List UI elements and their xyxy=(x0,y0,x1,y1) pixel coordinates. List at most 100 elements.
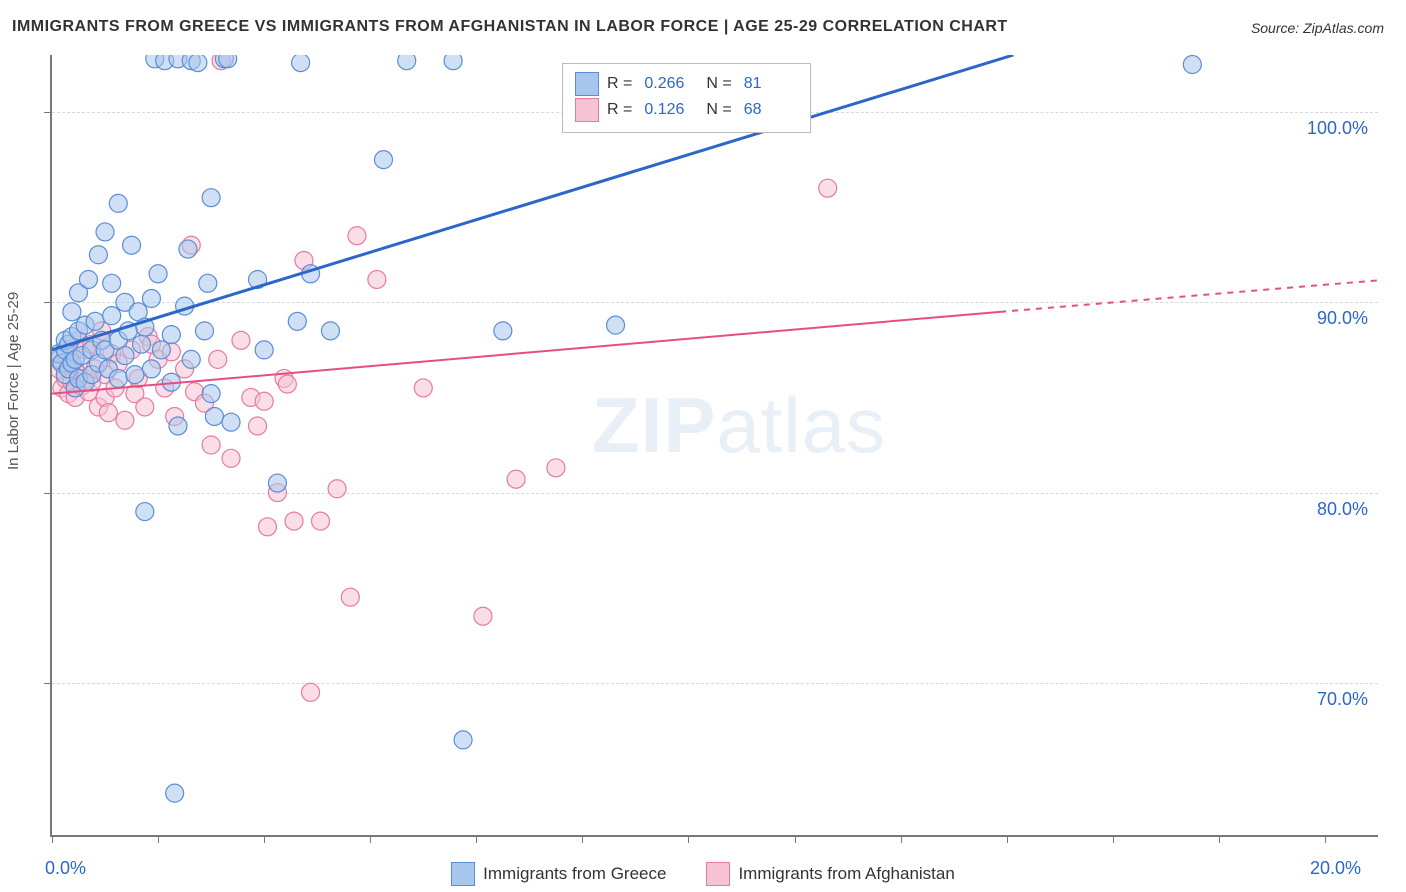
n-label: N = xyxy=(706,75,731,93)
x-tick xyxy=(1219,835,1220,843)
scatter-point xyxy=(103,307,121,325)
y-tick-label: 100.0% xyxy=(1307,118,1368,139)
chart-svg xyxy=(52,55,1378,835)
legend-row-afghanistan: R = 0.126 N = 68 xyxy=(575,98,798,122)
scatter-point xyxy=(398,55,416,70)
scatter-point xyxy=(285,512,303,530)
scatter-point xyxy=(547,459,565,477)
source-attribution: Source: ZipAtlas.com xyxy=(1251,20,1384,36)
scatter-point xyxy=(89,246,107,264)
scatter-point xyxy=(86,312,104,330)
scatter-point xyxy=(189,55,207,72)
scatter-point xyxy=(116,347,134,365)
scatter-point xyxy=(249,417,267,435)
scatter-point xyxy=(162,326,180,344)
scatter-point xyxy=(182,350,200,368)
r-label: R = xyxy=(607,75,632,93)
scatter-point xyxy=(414,379,432,397)
correlation-legend: R = 0.266 N = 81 R = 0.126 N = 68 xyxy=(562,63,811,133)
plot-area: ZIPatlas R = 0.266 N = 81 R = 0.126 N = … xyxy=(50,55,1378,837)
scatter-point xyxy=(454,731,472,749)
trend-line xyxy=(1000,278,1378,312)
scatter-point xyxy=(96,223,114,241)
x-tick xyxy=(901,835,902,843)
scatter-point xyxy=(136,503,154,521)
r-label: R = xyxy=(607,101,632,119)
scatter-point xyxy=(169,417,187,435)
scatter-point xyxy=(123,236,141,254)
scatter-point xyxy=(255,341,273,359)
scatter-point xyxy=(103,274,121,292)
scatter-point xyxy=(494,322,512,340)
scatter-point xyxy=(312,512,330,530)
n-label: N = xyxy=(706,101,731,119)
chart-title: IMMIGRANTS FROM GREECE VS IMMIGRANTS FRO… xyxy=(12,18,1008,36)
scatter-point xyxy=(348,227,366,245)
x-tick xyxy=(370,835,371,843)
scatter-point xyxy=(149,265,167,283)
scatter-point xyxy=(109,369,127,387)
scatter-point xyxy=(116,411,134,429)
scatter-point xyxy=(607,316,625,334)
scatter-point xyxy=(205,407,223,425)
scatter-point xyxy=(258,518,276,536)
scatter-point xyxy=(166,784,184,802)
scatter-point xyxy=(99,404,117,422)
scatter-point xyxy=(179,240,197,258)
y-axis-title: In Labor Force | Age 25-29 xyxy=(5,292,22,470)
scatter-point xyxy=(63,303,81,321)
scatter-point xyxy=(302,683,320,701)
scatter-point xyxy=(321,322,339,340)
scatter-point xyxy=(232,331,250,349)
bottom-legend-greece-label: Immigrants from Greece xyxy=(483,864,666,884)
bottom-legend-afghanistan-label: Immigrants from Afghanistan xyxy=(738,864,954,884)
scatter-point xyxy=(79,270,97,288)
bottom-legend-greece: Immigrants from Greece xyxy=(451,862,666,886)
scatter-point xyxy=(133,335,151,353)
scatter-point xyxy=(292,55,310,72)
y-tick xyxy=(44,493,52,494)
y-tick-label: 90.0% xyxy=(1317,308,1368,329)
scatter-point xyxy=(328,480,346,498)
scatter-point xyxy=(288,312,306,330)
r-value-afghanistan: 0.126 xyxy=(644,101,694,119)
scatter-point xyxy=(255,392,273,410)
scatter-point xyxy=(474,607,492,625)
y-tick xyxy=(44,302,52,303)
x-tick xyxy=(264,835,265,843)
scatter-point xyxy=(199,274,217,292)
y-tick-label: 70.0% xyxy=(1317,689,1368,710)
scatter-point xyxy=(222,413,240,431)
scatter-point xyxy=(195,322,213,340)
r-value-greece: 0.266 xyxy=(644,75,694,93)
scatter-point xyxy=(202,189,220,207)
x-tick xyxy=(158,835,159,843)
swatch-afghanistan-bottom xyxy=(706,862,730,886)
x-tick xyxy=(795,835,796,843)
x-tick xyxy=(1113,835,1114,843)
scatter-point xyxy=(268,474,286,492)
y-tick-label: 80.0% xyxy=(1317,499,1368,520)
n-value-greece: 81 xyxy=(744,75,794,93)
x-tick xyxy=(52,835,53,843)
y-tick xyxy=(44,112,52,113)
scatter-point xyxy=(1183,56,1201,74)
scatter-point xyxy=(375,151,393,169)
scatter-point xyxy=(142,360,160,378)
swatch-afghanistan xyxy=(575,98,599,122)
legend-row-greece: R = 0.266 N = 81 xyxy=(575,72,798,96)
scatter-point xyxy=(222,449,240,467)
x-tick xyxy=(582,835,583,843)
scatter-point xyxy=(136,398,154,416)
scatter-point xyxy=(109,194,127,212)
scatter-point xyxy=(209,350,227,368)
bottom-legend-afghanistan: Immigrants from Afghanistan xyxy=(706,862,954,886)
x-tick xyxy=(476,835,477,843)
scatter-point xyxy=(152,341,170,359)
x-tick xyxy=(1007,835,1008,843)
n-value-afghanistan: 68 xyxy=(744,101,794,119)
scatter-point xyxy=(507,470,525,488)
scatter-point xyxy=(444,55,462,70)
x-tick xyxy=(688,835,689,843)
scatter-point xyxy=(142,290,160,308)
